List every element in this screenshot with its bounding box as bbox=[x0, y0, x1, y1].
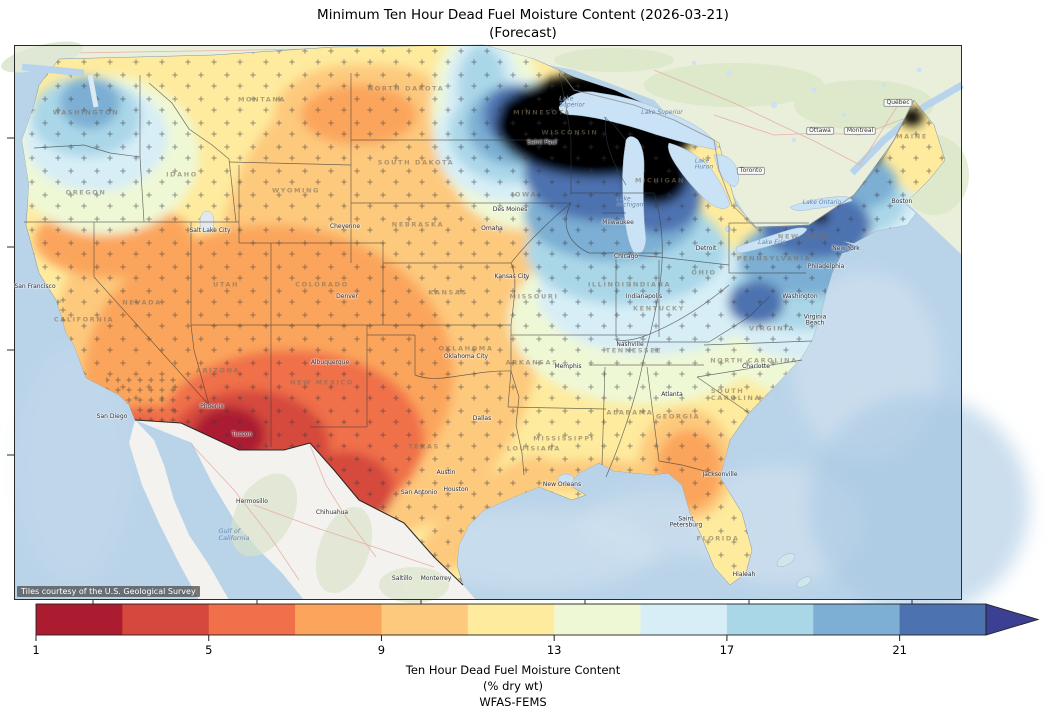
lake-st-clair bbox=[725, 226, 731, 232]
mexico-land bbox=[129, 420, 476, 603]
strait-juan-de-fuca bbox=[21, 63, 85, 77]
colorbar-tick-label: 17 bbox=[720, 643, 735, 657]
colorbar: 1 5 9 13 17 21 bbox=[32, 603, 1040, 657]
bahama-bank-2 bbox=[796, 576, 812, 588]
colorbar-outline bbox=[35, 603, 987, 636]
attribution: Tiles courtesy of the U.S. Geological Su… bbox=[17, 586, 200, 597]
lake-superior bbox=[558, 91, 718, 150]
colorbar-segment bbox=[813, 604, 901, 635]
colorbar-tick-label: 21 bbox=[892, 643, 907, 657]
colorbar-segment bbox=[122, 604, 210, 635]
bathymetry bbox=[14, 270, 1029, 615]
colorbar-tick-label: 13 bbox=[547, 643, 562, 657]
page-subtitle: (Forecast) bbox=[489, 25, 557, 41]
state-borders bbox=[24, 72, 813, 478]
great-lakes bbox=[21, 63, 853, 588]
puget-sound bbox=[87, 74, 99, 108]
canada-land bbox=[1, 41, 969, 255]
colorbar-segment bbox=[36, 604, 123, 635]
colorbar-extend-arrow bbox=[985, 603, 1040, 636]
colorbar-segment bbox=[726, 604, 814, 635]
source-label: WFAS-FEMS bbox=[479, 695, 547, 709]
colorbar-tick-label: 5 bbox=[205, 643, 212, 657]
vancouver-island bbox=[1, 41, 83, 73]
lake-pontchartrain bbox=[557, 473, 575, 485]
colorbar-segment bbox=[899, 604, 987, 635]
colorbar-segment bbox=[295, 604, 382, 635]
colorbar-segment bbox=[381, 604, 469, 635]
lake-erie bbox=[735, 227, 808, 254]
bahama-bank bbox=[776, 553, 796, 567]
lake-huron bbox=[668, 142, 731, 209]
colorbar-label: Ten Hour Dead Fuel Moisture Content bbox=[405, 663, 621, 677]
colorbar-segment bbox=[554, 604, 642, 635]
colorbar-segment bbox=[467, 604, 555, 635]
colorbar-tick-label: 1 bbox=[32, 643, 39, 657]
map-panel: WASHINGTON OREGON IDAHO MONTANA WYOMING NORTH… bbox=[1, 41, 1029, 615]
georgian-bay bbox=[713, 154, 739, 188]
lake-michigan bbox=[622, 136, 647, 254]
map-frame bbox=[14, 45, 962, 600]
colorbar-tick-label: 9 bbox=[378, 643, 385, 657]
us-mexico-border bbox=[134, 419, 464, 586]
us-canada-border bbox=[558, 69, 915, 229]
page-title: Minimum Ten Hour Dead Fuel Moisture Cont… bbox=[317, 7, 729, 23]
colorbar-segment bbox=[208, 604, 296, 635]
colorbar-segment bbox=[640, 604, 728, 635]
baja-peninsula bbox=[129, 420, 229, 600]
map-canvas bbox=[1, 41, 1029, 615]
colorbar-units: (% dry wt) bbox=[483, 679, 543, 693]
lake-ontario bbox=[789, 196, 853, 211]
